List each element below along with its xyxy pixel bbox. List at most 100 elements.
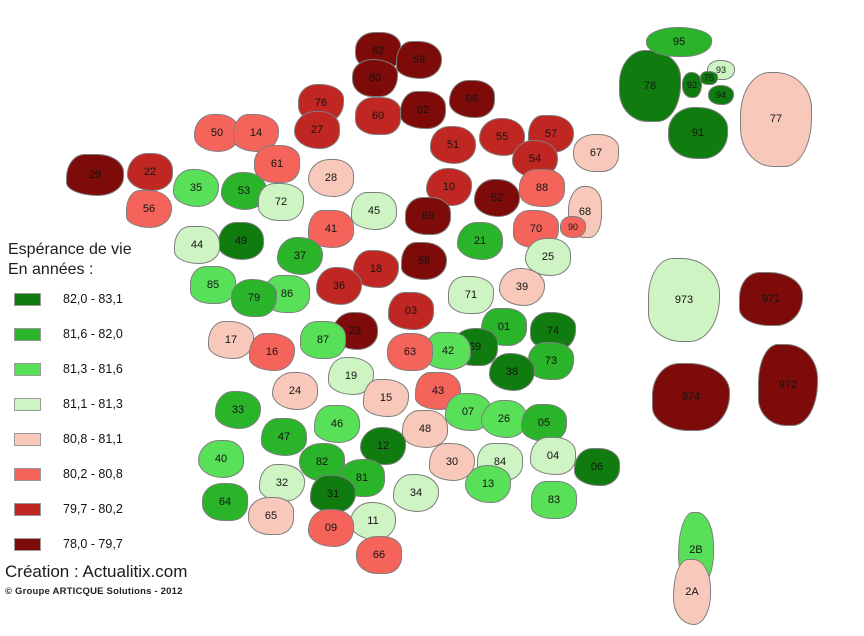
department-10: 10 bbox=[426, 168, 472, 206]
department-code-label: 73 bbox=[544, 354, 558, 367]
department-973: 973 bbox=[648, 258, 720, 342]
department-78: 78 bbox=[619, 50, 681, 122]
legend-item-1: 81,6 - 82,0 bbox=[8, 327, 132, 341]
department-51: 51 bbox=[430, 126, 476, 164]
department-66: 66 bbox=[356, 536, 402, 574]
legend-range-label: 81,1 - 81,3 bbox=[63, 397, 123, 412]
department-61: 61 bbox=[254, 145, 300, 183]
department-code-label: 2B bbox=[689, 543, 703, 556]
department-code-label: 08 bbox=[465, 92, 479, 105]
department-90: 90 bbox=[560, 216, 586, 238]
department-code-label: 45 bbox=[367, 204, 381, 217]
department-code-label: 43 bbox=[431, 384, 445, 397]
legend-item-5: 80,2 - 80,8 bbox=[8, 467, 132, 481]
department-04: 04 bbox=[530, 437, 576, 475]
department-code-label: 50 bbox=[210, 126, 224, 139]
department-26: 26 bbox=[481, 400, 527, 438]
department-16: 16 bbox=[249, 333, 295, 371]
department-code-label: 55 bbox=[495, 130, 509, 143]
department-63: 63 bbox=[387, 333, 433, 371]
legend-range-label: 79,7 - 80,2 bbox=[63, 502, 123, 517]
department-code-label: 11 bbox=[367, 514, 379, 527]
department-code-label: 72 bbox=[274, 195, 288, 208]
credits-source: Création : Actualitix.com bbox=[5, 562, 188, 581]
department-33: 33 bbox=[215, 391, 261, 429]
department-code-label: 54 bbox=[528, 152, 542, 165]
department-40: 40 bbox=[198, 440, 244, 478]
department-code-label: 48 bbox=[418, 422, 432, 435]
department-53: 53 bbox=[221, 172, 267, 210]
legend-title-line2: En années : bbox=[8, 260, 94, 278]
department-34: 34 bbox=[393, 474, 439, 512]
department-65: 65 bbox=[248, 497, 294, 535]
department-code-label: 31 bbox=[326, 487, 340, 500]
department-02: 02 bbox=[400, 91, 446, 129]
department-code-label: 60 bbox=[371, 109, 385, 122]
legend-title-line1: Espérance de vie bbox=[8, 241, 132, 258]
department-code-label: 34 bbox=[409, 486, 423, 499]
legend-item-4: 80,8 - 81,1 bbox=[8, 432, 132, 446]
department-code-label: 92 bbox=[686, 79, 697, 90]
department-code-label: 95 bbox=[672, 35, 686, 48]
department-09: 09 bbox=[308, 509, 354, 547]
department-29: 29 bbox=[66, 154, 124, 196]
department-code-label: 05 bbox=[537, 416, 551, 429]
department-12: 12 bbox=[360, 427, 406, 465]
credits: Création : Actualitix.com © Groupe ARTIC… bbox=[5, 562, 187, 597]
department-92: 92 bbox=[682, 72, 702, 98]
department-code-label: 61 bbox=[270, 157, 284, 170]
department-code-label: 39 bbox=[515, 280, 529, 293]
department-code-label: 79 bbox=[247, 291, 261, 304]
department-code-label: 973 bbox=[674, 293, 694, 306]
department-67: 67 bbox=[573, 134, 619, 172]
department-36: 36 bbox=[316, 267, 362, 305]
department-35: 35 bbox=[173, 169, 219, 207]
department-72: 72 bbox=[258, 183, 304, 221]
department-971: 971 bbox=[739, 272, 803, 326]
department-91: 91 bbox=[668, 107, 728, 159]
department-71: 71 bbox=[448, 276, 494, 314]
department-46: 46 bbox=[314, 405, 360, 443]
legend-title: Espérance de vie En années : bbox=[8, 240, 132, 279]
department-06: 06 bbox=[574, 448, 620, 486]
department-code-label: 66 bbox=[372, 548, 386, 561]
department-31: 31 bbox=[310, 475, 356, 513]
department-code-label: 35 bbox=[189, 181, 203, 194]
legend-range-label: 82,0 - 83,1 bbox=[63, 292, 123, 307]
department-code-label: 77 bbox=[769, 112, 783, 125]
credits-copyright: © Groupe ARTICQUE Solutions - 2012 bbox=[5, 586, 183, 597]
department-21: 21 bbox=[457, 222, 503, 260]
department-code-label: 06 bbox=[590, 460, 604, 473]
department-code-label: 46 bbox=[330, 417, 344, 430]
department-code-label: 23 bbox=[348, 324, 362, 337]
legend-swatch bbox=[14, 502, 41, 516]
department-95: 95 bbox=[646, 27, 712, 57]
legend-range-label: 80,2 - 80,8 bbox=[63, 467, 123, 482]
department-83: 83 bbox=[531, 481, 577, 519]
department-code-label: 41 bbox=[324, 222, 338, 235]
department-88: 88 bbox=[519, 169, 565, 207]
department-code-label: 2A bbox=[685, 585, 699, 598]
department-27: 27 bbox=[294, 111, 340, 149]
department-code-label: 59 bbox=[412, 53, 426, 66]
department-code-label: 76 bbox=[314, 96, 328, 109]
department-code-label: 80 bbox=[368, 71, 382, 84]
department-77: 77 bbox=[740, 71, 812, 167]
department-code-label: 93 bbox=[715, 64, 726, 75]
department-80: 80 bbox=[352, 59, 398, 97]
legend-items: 82,0 - 83,1 81,6 - 82,0 81,3 - 81,6 81,1 - … bbox=[8, 292, 132, 551]
department-15: 15 bbox=[363, 379, 409, 417]
department-2A: 2A bbox=[673, 559, 711, 625]
department-code-label: 62 bbox=[371, 44, 385, 57]
department-49: 49 bbox=[218, 222, 264, 260]
legend-item-0: 82,0 - 83,1 bbox=[8, 292, 132, 306]
department-code-label: 40 bbox=[214, 452, 228, 465]
department-code-label: 27 bbox=[310, 123, 324, 136]
department-code-label: 10 bbox=[442, 180, 456, 193]
department-code-label: 94 bbox=[715, 89, 726, 100]
department-64: 64 bbox=[202, 483, 248, 521]
department-code-label: 14 bbox=[249, 126, 263, 139]
department-52: 52 bbox=[474, 179, 520, 217]
legend-range-label: 78,0 - 79,7 bbox=[63, 537, 123, 552]
